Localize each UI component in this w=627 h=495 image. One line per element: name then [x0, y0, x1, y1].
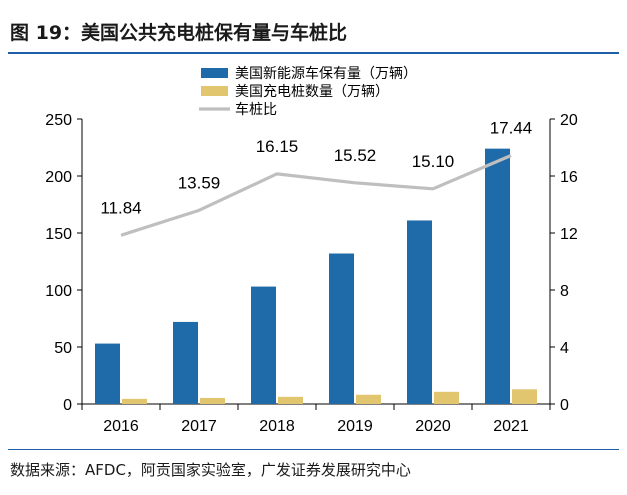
ratio-data-label: 16.15: [256, 137, 299, 156]
ratio-data-label: 15.10: [412, 152, 455, 171]
ev-stock-bar: [251, 286, 276, 404]
ev-stock-bar: [407, 220, 432, 404]
left-axis-tick-label: 100: [45, 283, 72, 300]
right-axis-tick-label: 20: [560, 112, 578, 129]
ratio-data-label: 11.84: [100, 198, 141, 217]
charger-bar: [122, 398, 147, 404]
right-axis: 0 4 8 12 16 20: [549, 112, 578, 414]
x-axis-tick-label: 2018: [259, 418, 295, 435]
right-axis-tick-label: 4: [560, 340, 569, 357]
charger-bar: [512, 389, 537, 404]
left-axis: 0 50 100 150 200 250: [45, 112, 83, 414]
left-axis-tick-label: 150: [45, 226, 72, 243]
right-axis-tick-label: 12: [560, 226, 578, 243]
x-axis-tick-label: 2020: [415, 418, 451, 435]
legend-swatch: [201, 68, 228, 78]
charger-bar: [278, 396, 303, 404]
source-rule: [8, 449, 619, 450]
x-axis-tick-label: 2019: [337, 418, 373, 435]
charger-bar: [434, 391, 459, 404]
x-axis-tick-label: 2021: [493, 418, 529, 435]
legend-label: 美国充电桩数量（万辆）: [235, 83, 389, 100]
source-note: 数据来源：AFDC，阿贡国家实验室，广发证券发展研究中心: [10, 461, 411, 479]
left-axis-tick-label: 0: [63, 397, 72, 414]
ev-stock-bar: [95, 343, 120, 404]
ratio-data-label: 13.59: [178, 173, 221, 192]
legend-swatch: [201, 86, 228, 96]
legend-label: 车桩比: [235, 101, 277, 118]
ratio-line: [120, 154, 512, 237]
right-axis-tick-label: 16: [560, 169, 578, 186]
charger-bar: [356, 394, 381, 404]
ev-stock-bar: [329, 253, 354, 404]
x-axis-tick-label: 2017: [181, 418, 217, 435]
figure-title: 图 19：美国公共充电桩保有量与车桩比: [10, 22, 348, 44]
title-rule: [8, 52, 619, 54]
ratio-data-label: 15.52: [334, 146, 377, 165]
legend-label: 美国新能源车保有量（万辆）: [235, 65, 417, 82]
x-axis-tick-label: 2016: [103, 418, 139, 435]
ratio-line-path: [120, 154, 512, 237]
data-labels: 11.84 13.59 16.15 15.52 15.10 17.44: [100, 118, 532, 217]
bars: [95, 148, 537, 404]
x-axis: 2016 2017 2018 2019 2020 2021: [81, 403, 551, 435]
left-axis-tick-label: 250: [45, 112, 72, 129]
charger-bar: [200, 397, 225, 404]
legend: 美国新能源车保有量（万辆）美国充电桩数量（万辆）车桩比: [199, 65, 417, 118]
right-axis-tick-label: 8: [560, 283, 569, 300]
right-axis-tick-label: 0: [560, 397, 569, 414]
left-axis-tick-label: 50: [54, 340, 72, 357]
ev-stock-bar: [485, 148, 510, 404]
ev-stock-bar: [173, 321, 198, 404]
ratio-data-label: 17.44: [490, 118, 533, 137]
left-axis-tick-label: 200: [45, 169, 72, 186]
